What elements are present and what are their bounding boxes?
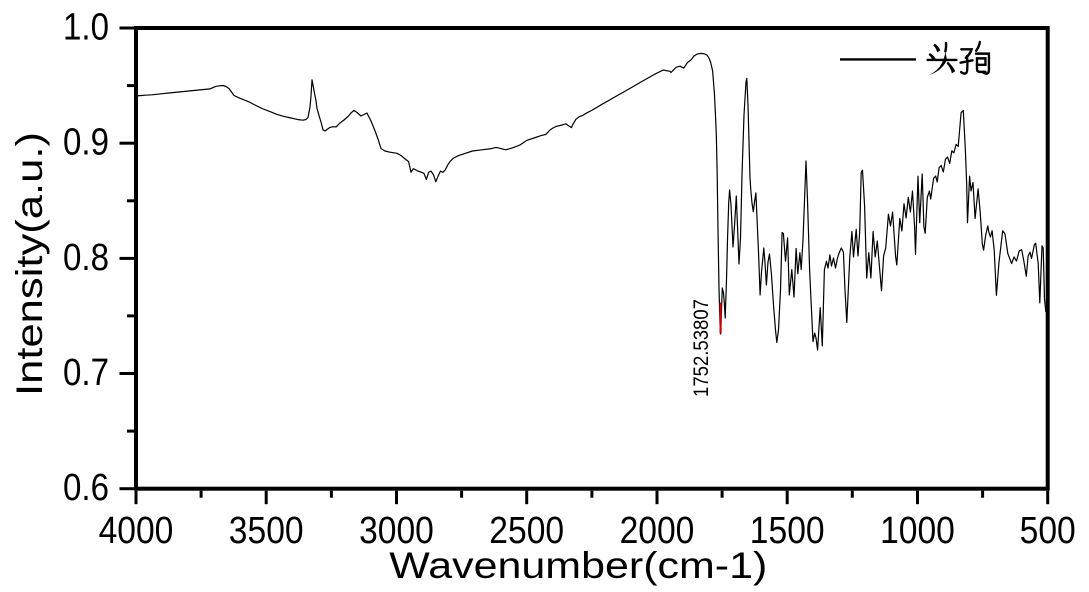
svg-text:Wavenumber(cm-1): Wavenumber(cm-1) [389, 545, 767, 586]
svg-text:1.0: 1.0 [63, 6, 109, 48]
svg-text:1500: 1500 [750, 510, 825, 552]
svg-text:1752.53807: 1752.53807 [690, 299, 713, 397]
svg-text:0.7: 0.7 [63, 352, 109, 394]
svg-text:Intensity(a.u.): Intensity(a.u.) [9, 132, 50, 396]
svg-text:0.8: 0.8 [63, 237, 109, 279]
svg-text:1000: 1000 [880, 510, 955, 552]
svg-text:2000: 2000 [620, 510, 695, 552]
svg-text:3500: 3500 [229, 510, 304, 552]
svg-text:500: 500 [1020, 510, 1076, 552]
svg-text:0.6: 0.6 [63, 467, 109, 509]
svg-text:0.9: 0.9 [63, 122, 109, 164]
svg-text:4000: 4000 [99, 510, 174, 552]
svg-text:2500: 2500 [489, 510, 564, 552]
svg-text:3000: 3000 [359, 510, 434, 552]
